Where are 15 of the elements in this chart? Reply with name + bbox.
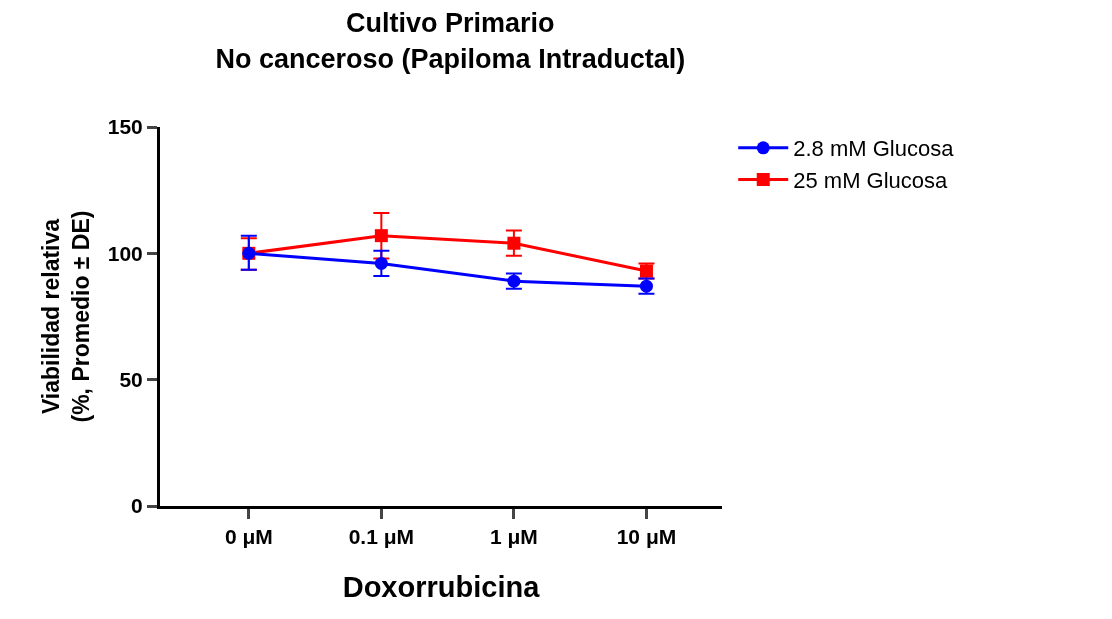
x-tick-label: 1 μM (489, 525, 538, 549)
y-tick-label: 150 (107, 115, 143, 139)
chart-title: Cultivo Primario No canceroso (Papiloma Intraductal) (215, 8, 686, 74)
point (374, 229, 388, 243)
legend-label: 2.8 mM Glucosa (793, 136, 955, 162)
point (507, 236, 521, 250)
y-tick-label: 50 (119, 368, 143, 392)
x-tick-label: 10 μM (616, 525, 677, 549)
legend-label: 25 mM Glucosa (793, 167, 949, 193)
x-tick-label: 0 μM (224, 525, 273, 549)
y-axis-title: Viabilidad relativa (%, Promedio ± DE) (38, 210, 95, 423)
x-axis-title: Doxorrubicina (342, 571, 541, 603)
x-tick-label: 0.1 μM (348, 525, 415, 549)
y-tick-label: 100 (107, 241, 143, 265)
y-tick-label: 0 (131, 494, 143, 518)
